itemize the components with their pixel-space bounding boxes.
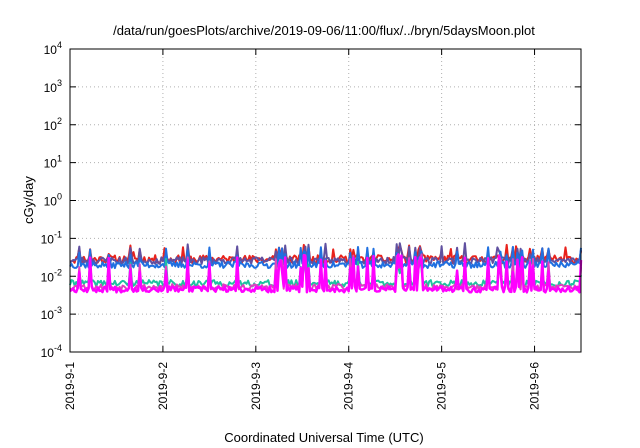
y-tick-label: 104 [44, 40, 62, 57]
grid [70, 49, 581, 352]
y-tick-label: 10-2 [41, 267, 62, 284]
series-group [69, 242, 583, 294]
y-tick-label: 10-4 [41, 343, 62, 360]
x-tick-label: 2019-9-3 [249, 362, 263, 410]
y-tick-label: 103 [44, 78, 62, 95]
x-ticks: 2019-9-1 2019-9-2 2019-9-3 2019-9-4 2019-9-5… [63, 49, 542, 410]
x-tick-label: 2019-9-4 [342, 362, 356, 410]
x-tick-label: 2019-9-5 [435, 362, 449, 410]
y-tick-label: 10-3 [41, 305, 62, 322]
y-tick-label: 101 [44, 154, 62, 171]
x-tick-label: 2019-9-1 [63, 362, 77, 410]
y-tick-label: 100 [44, 192, 62, 209]
chart-title: /data/run/goesPlots/archive/2019-09-06/1… [113, 23, 535, 38]
series-line [69, 245, 582, 270]
x-axis-label: Coordinated Universal Time (UTC) [224, 430, 423, 445]
x-tick-label: 2019-9-6 [528, 362, 542, 410]
y-axis-label: cGy/day [21, 176, 36, 224]
y-ticks: 10-4 10-3 10-2 10-1 100 101 102 103 104 [41, 40, 581, 360]
y-tick-label: 10-1 [41, 229, 62, 246]
y-tick-label: 102 [44, 116, 62, 133]
series-line [69, 242, 582, 266]
x-tick-label: 2019-9-2 [156, 362, 170, 410]
series-line [69, 253, 583, 294]
